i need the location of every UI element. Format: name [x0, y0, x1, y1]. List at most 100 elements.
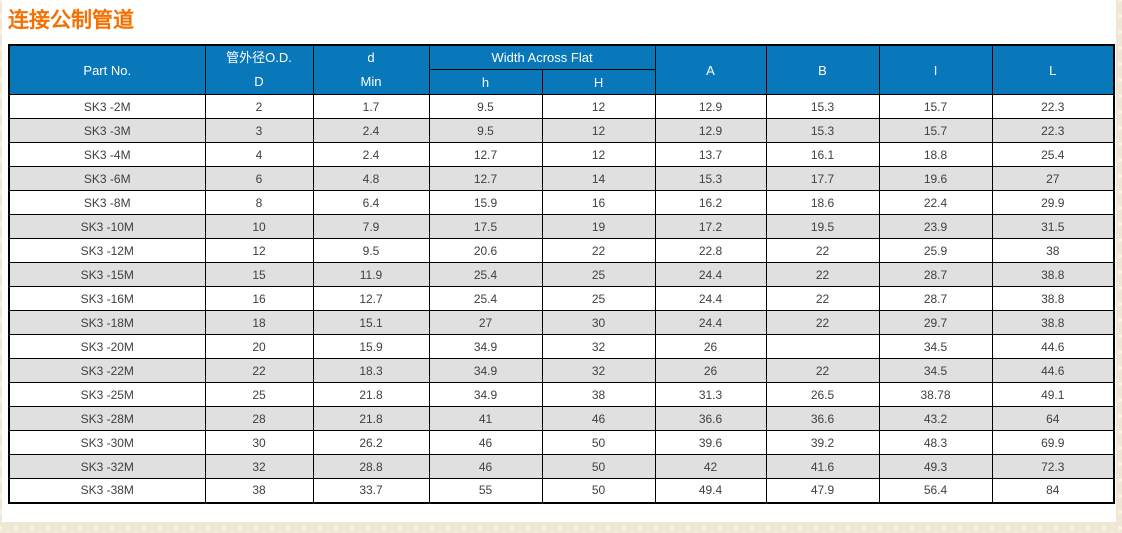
table-body: SK3 -2M 2 1.7 9.5 12 12.9 15.3 15.7 22.3 SK3 -3M 3… [8, 94, 1115, 503]
table-row: SK3 -15M 15 11.9 25.4 25 24.4 22 28.7 38.8 [8, 262, 1115, 287]
value-cell: 24.4 [654, 262, 767, 287]
table-row: SK3 -28M 28 21.8 41 46 36.6 36.6 43.2 64 [8, 406, 1115, 431]
value-cell: 4 [204, 142, 314, 167]
table-row: SK3 -10M 10 7.9 17.5 19 17.2 19.5 23.9 31.5 [8, 214, 1115, 239]
value-cell: 19.5 [765, 214, 880, 239]
value-cell: 26 [654, 358, 767, 383]
value-cell: 44.6 [991, 358, 1115, 383]
value-cell: 43.2 [878, 406, 993, 431]
value-cell: 22 [765, 310, 880, 335]
page-title: 连接公制管道 [8, 9, 134, 32]
value-cell: 22 [765, 262, 880, 287]
value-cell: 19 [541, 214, 656, 239]
value-cell: 69.9 [991, 430, 1115, 455]
part-no-cell: SK3 -12M [8, 238, 206, 263]
value-cell: 15.3 [765, 118, 880, 143]
value-cell: 22.4 [878, 190, 993, 215]
value-cell: 34.5 [878, 334, 993, 359]
part-no-cell: SK3 -18M [8, 310, 206, 335]
value-cell: 6.4 [312, 190, 430, 215]
value-cell: 23.9 [878, 214, 993, 239]
value-cell: 10 [204, 214, 314, 239]
col-header-h-lower: h [428, 69, 543, 95]
value-cell: 2.4 [312, 118, 430, 143]
col-header-od-label: 管外径O.D. [226, 50, 292, 65]
value-cell: 34.9 [428, 334, 543, 359]
col-header-part-no: Part No. [8, 44, 206, 95]
value-cell: 16 [541, 190, 656, 215]
value-cell: 15.1 [312, 310, 430, 335]
value-cell: 28.7 [878, 286, 993, 311]
part-no-cell: SK3 -38M [8, 478, 206, 503]
value-cell: 38 [204, 478, 314, 503]
table-row: SK3 -18M 18 15.1 27 30 24.4 22 29.7 38.8 [8, 310, 1115, 335]
value-cell: 17.7 [765, 166, 880, 191]
value-cell: 13.7 [654, 142, 767, 167]
value-cell: 9.5 [428, 94, 543, 119]
value-cell: 22.3 [991, 94, 1115, 119]
value-cell: 15.3 [654, 166, 767, 191]
value-cell: 18.3 [312, 358, 430, 383]
value-cell: 34.5 [878, 358, 993, 383]
content-area: 连接公制管道 Part No. 管外径O.D. D d Min [2, 0, 1116, 522]
value-cell: 50 [541, 430, 656, 455]
value-cell: 9.5 [428, 118, 543, 143]
value-cell: 33.7 [312, 478, 430, 503]
part-no-cell: SK3 -6M [8, 166, 206, 191]
value-cell: 12.7 [428, 142, 543, 167]
value-cell: 36.6 [654, 406, 767, 431]
value-cell: 17.2 [654, 214, 767, 239]
col-header-od: 管外径O.D. D [204, 44, 314, 95]
value-cell: 12 [204, 238, 314, 263]
value-cell: 15.3 [765, 94, 880, 119]
value-cell: 49.4 [654, 478, 767, 503]
value-cell: 8 [204, 190, 314, 215]
table-header: Part No. 管外径O.D. D d Min Width Across Fl… [8, 44, 1115, 95]
value-cell: 27 [428, 310, 543, 335]
value-cell: 48.3 [878, 430, 993, 455]
col-header-od-symbol: D [254, 74, 264, 89]
value-cell: 24.4 [654, 286, 767, 311]
value-cell: 56.4 [878, 478, 993, 503]
table-row: SK3 -32M 32 28.8 46 50 42 41.6 49.3 72.3 [8, 454, 1115, 479]
part-no-cell: SK3 -25M [8, 382, 206, 407]
value-cell: 22.3 [991, 118, 1115, 143]
value-cell: 26.2 [312, 430, 430, 455]
value-cell: 25 [541, 286, 656, 311]
value-cell: 12 [541, 118, 656, 143]
value-cell: 26.5 [765, 382, 880, 407]
col-header-width-across-flat: Width Across Flat [428, 44, 656, 71]
value-cell: 31.3 [654, 382, 767, 407]
table-row: SK3 -3M 3 2.4 9.5 12 12.9 15.3 15.7 22.3 [8, 118, 1115, 143]
value-cell: 44.6 [991, 334, 1115, 359]
value-cell: 15.9 [428, 190, 543, 215]
value-cell: 2 [204, 94, 314, 119]
value-cell: 32 [541, 334, 656, 359]
value-cell: 50 [541, 478, 656, 503]
value-cell: 29.9 [991, 190, 1115, 215]
value-cell: 22 [765, 286, 880, 311]
part-no-cell: SK3 -30M [8, 430, 206, 455]
value-cell: 12 [541, 94, 656, 119]
value-cell: 39.2 [765, 430, 880, 455]
value-cell: 4.8 [312, 166, 430, 191]
table-row: SK3 -38M 38 33.7 55 50 49.4 47.9 56.4 84 [8, 478, 1115, 503]
part-no-cell: SK3 -10M [8, 214, 206, 239]
col-header-h-upper: H [541, 69, 656, 95]
value-cell: 15.7 [878, 94, 993, 119]
value-cell: 12.7 [428, 166, 543, 191]
part-no-cell: SK3 -3M [8, 118, 206, 143]
value-cell: 38.8 [991, 286, 1115, 311]
value-cell: 18 [204, 310, 314, 335]
value-cell: 22.8 [654, 238, 767, 263]
value-cell: 49.1 [991, 382, 1115, 407]
part-no-cell: SK3 -28M [8, 406, 206, 431]
table-row: SK3 -2M 2 1.7 9.5 12 12.9 15.3 15.7 22.3 [8, 94, 1115, 119]
value-cell: 50 [541, 454, 656, 479]
value-cell: 17.5 [428, 214, 543, 239]
value-cell: 49.3 [878, 454, 993, 479]
value-cell: 16.2 [654, 190, 767, 215]
value-cell: 27 [991, 166, 1115, 191]
table-row: SK3 -4M 4 2.4 12.7 12 13.7 16.1 18.8 25.4 [8, 142, 1115, 167]
value-cell: 3 [204, 118, 314, 143]
